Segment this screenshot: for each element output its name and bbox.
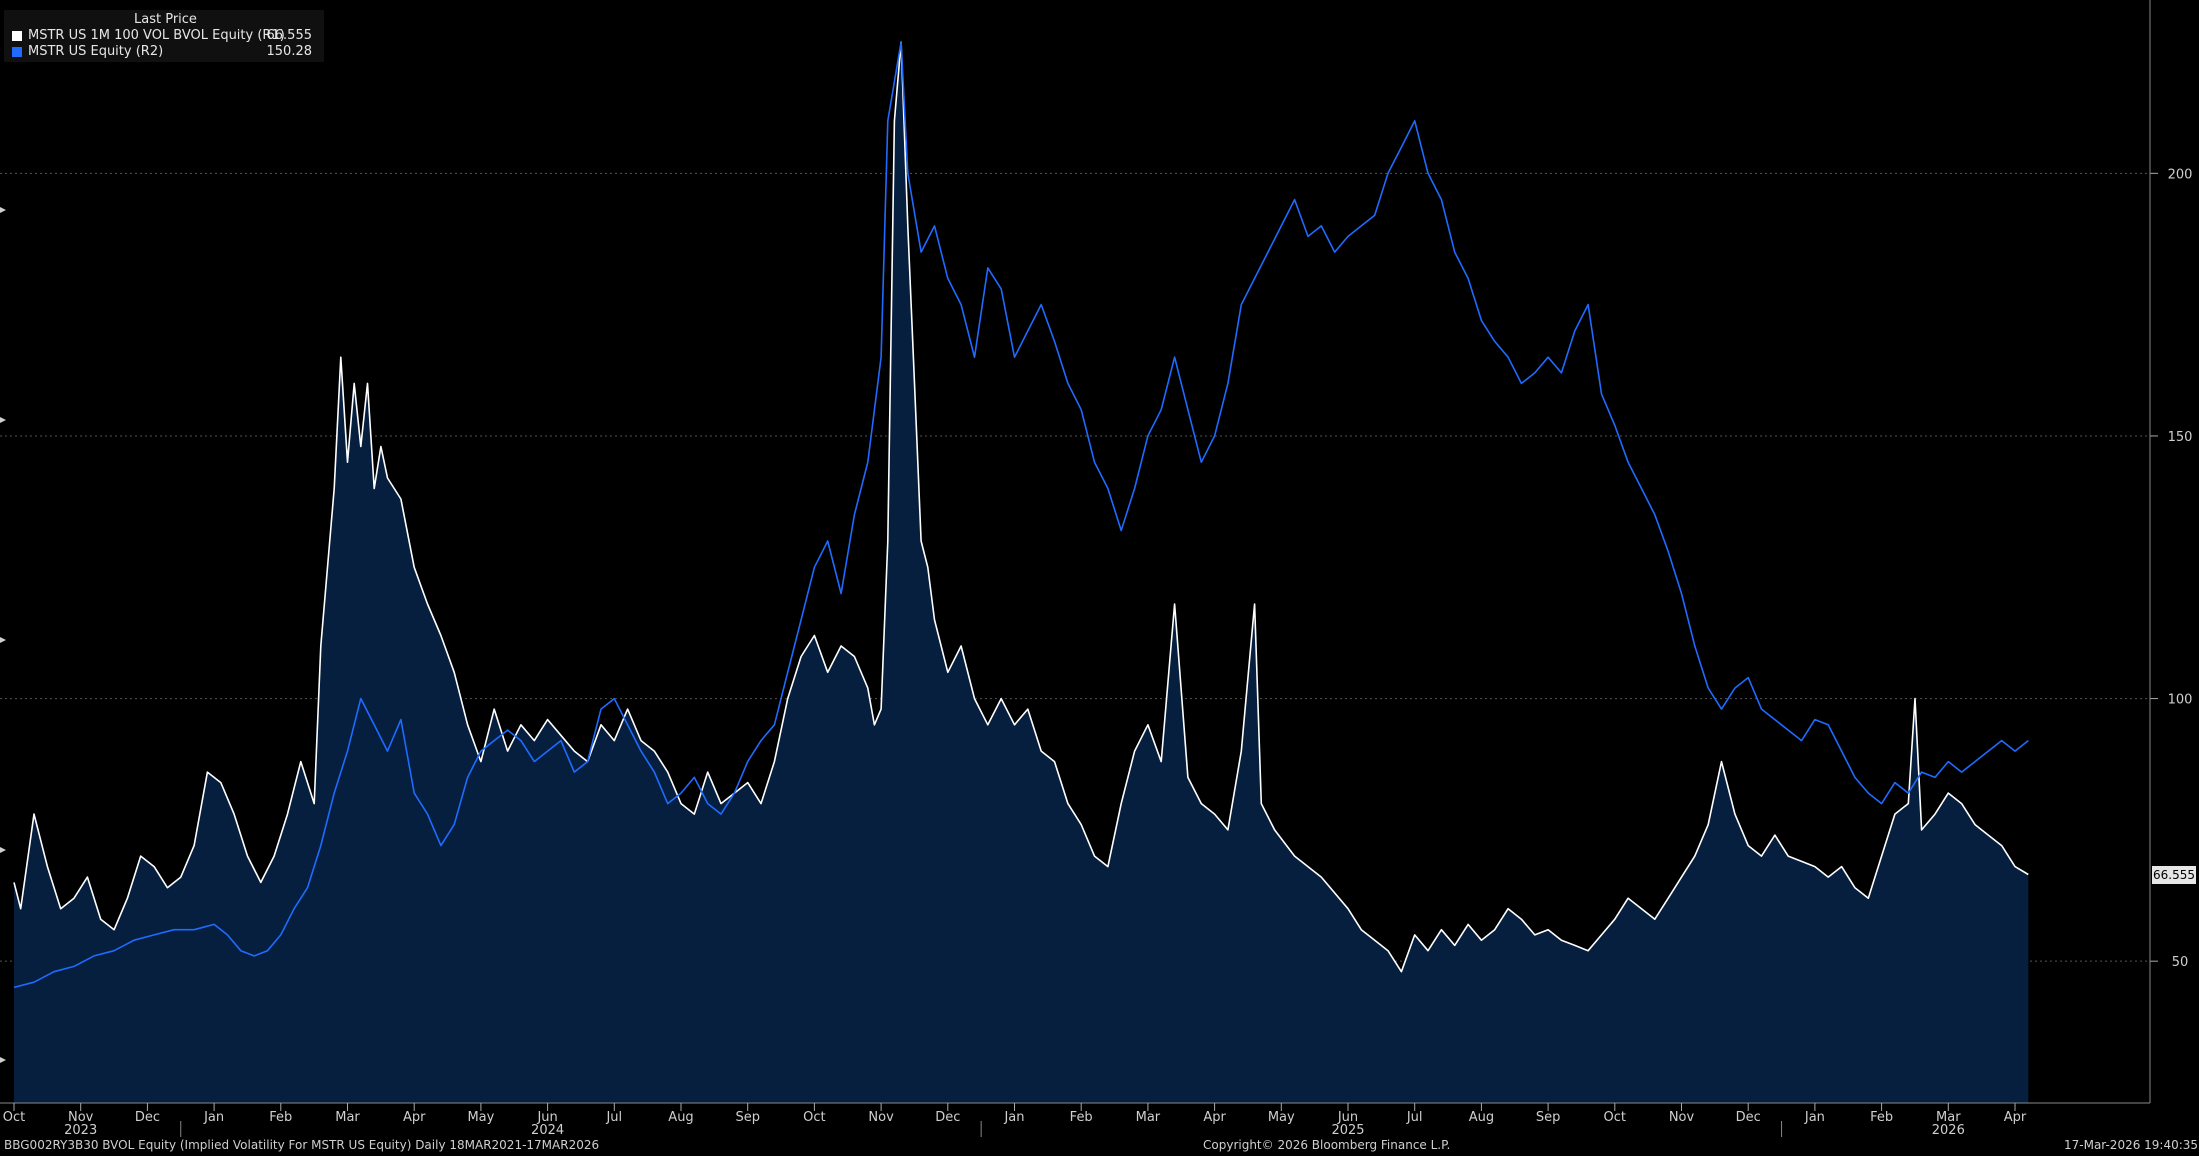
x-tick-label: Dec [135, 1110, 160, 1125]
vol-series-area [14, 42, 2029, 1103]
x-tick-label: May [467, 1110, 494, 1125]
legend-swatch-blue [12, 47, 22, 57]
x-tick-label: Jun [1337, 1110, 1358, 1125]
left-axis-marker [0, 207, 6, 213]
left-axis-marker [0, 637, 6, 643]
x-tick-label: Mar [335, 1110, 360, 1125]
x-tick-label: Oct [3, 1110, 25, 1125]
legend-swatch-white [12, 31, 22, 41]
last-value-tag: 66.555 [2152, 866, 2196, 884]
footer-timestamp: 17-Mar-2026 19:40:35 [2064, 1138, 2199, 1152]
series-line-equity [13, 41, 2029, 989]
legend-item-equity[interactable]: MSTR US Equity (R2) 150.28 [12, 44, 320, 60]
y-tick-label: 150 [2168, 430, 2193, 445]
x-tick-label: Feb [1070, 1110, 1093, 1125]
x-tick-label: Nov [68, 1110, 94, 1125]
x-tick-label: Feb [269, 1110, 292, 1125]
year-label: 2025 [1331, 1123, 1364, 1138]
x-tick-label: Feb [1870, 1110, 1893, 1125]
left-axis-marker [0, 417, 6, 423]
year-label: 2024 [531, 1123, 564, 1138]
x-tick-label: Nov [1669, 1110, 1695, 1125]
x-tick-label: Jun [536, 1110, 557, 1125]
legend-header: Last Price [134, 12, 197, 27]
series-area-fill [14, 42, 2029, 1103]
y-tick-label: 100 [2168, 693, 2193, 708]
legend-value: 150.28 [266, 44, 313, 59]
x-tick-label: May [1268, 1110, 1295, 1125]
left-axis-marker [0, 1057, 6, 1063]
x-tick-label: Jan [203, 1110, 224, 1125]
series-lines [13, 41, 2029, 989]
x-tick-label: Jul [605, 1110, 622, 1125]
x-tick-label: Sep [1536, 1110, 1561, 1125]
footer-source: BBG002RY3B30 BVOL Equity (Implied Volati… [4, 1138, 600, 1152]
x-tick-label: Nov [868, 1110, 894, 1125]
series-line-vol [13, 41, 2029, 973]
year-label: 2026 [1932, 1123, 1965, 1138]
x-tick-label: Jan [1804, 1110, 1825, 1125]
x-tick-label: Mar [1136, 1110, 1161, 1125]
x-tick-label: Dec [935, 1110, 960, 1125]
y-tick-label: 200 [2168, 167, 2193, 182]
year-label: 2023 [64, 1123, 97, 1138]
legend-name: MSTR US 1M 100 VOL BVOL Equity (R1) [28, 28, 285, 43]
legend-box: Last Price MSTR US 1M 100 VOL BVOL Equit… [4, 10, 324, 62]
x-tick-label: Apr [403, 1110, 426, 1125]
x-tick-label: Jan [1003, 1110, 1024, 1125]
x-tick-label: Aug [1469, 1110, 1494, 1125]
legend-item-vol[interactable]: MSTR US 1M 100 VOL BVOL Equity (R1) 66.5… [12, 28, 320, 44]
x-tick-label: Dec [1736, 1110, 1761, 1125]
x-tick-label: Apr [1203, 1110, 1226, 1125]
x-tick-label: Aug [668, 1110, 693, 1125]
y-tick-label: 50 [2172, 955, 2189, 970]
x-tick-label: Apr [2004, 1110, 2027, 1125]
x-tick-label: Oct [1604, 1110, 1626, 1125]
x-tick-label: Jul [1406, 1110, 1423, 1125]
legend-value: 66.555 [266, 28, 313, 43]
x-tick-label: Oct [803, 1110, 825, 1125]
x-tick-label: Sep [735, 1110, 760, 1125]
footer-copyright: Copyright© 2026 Bloomberg Finance L.P. [1203, 1138, 1451, 1152]
x-tick-label: Mar [1936, 1110, 1961, 1125]
legend-name: MSTR US Equity (R2) [28, 44, 164, 59]
left-axis-marker [0, 847, 6, 853]
